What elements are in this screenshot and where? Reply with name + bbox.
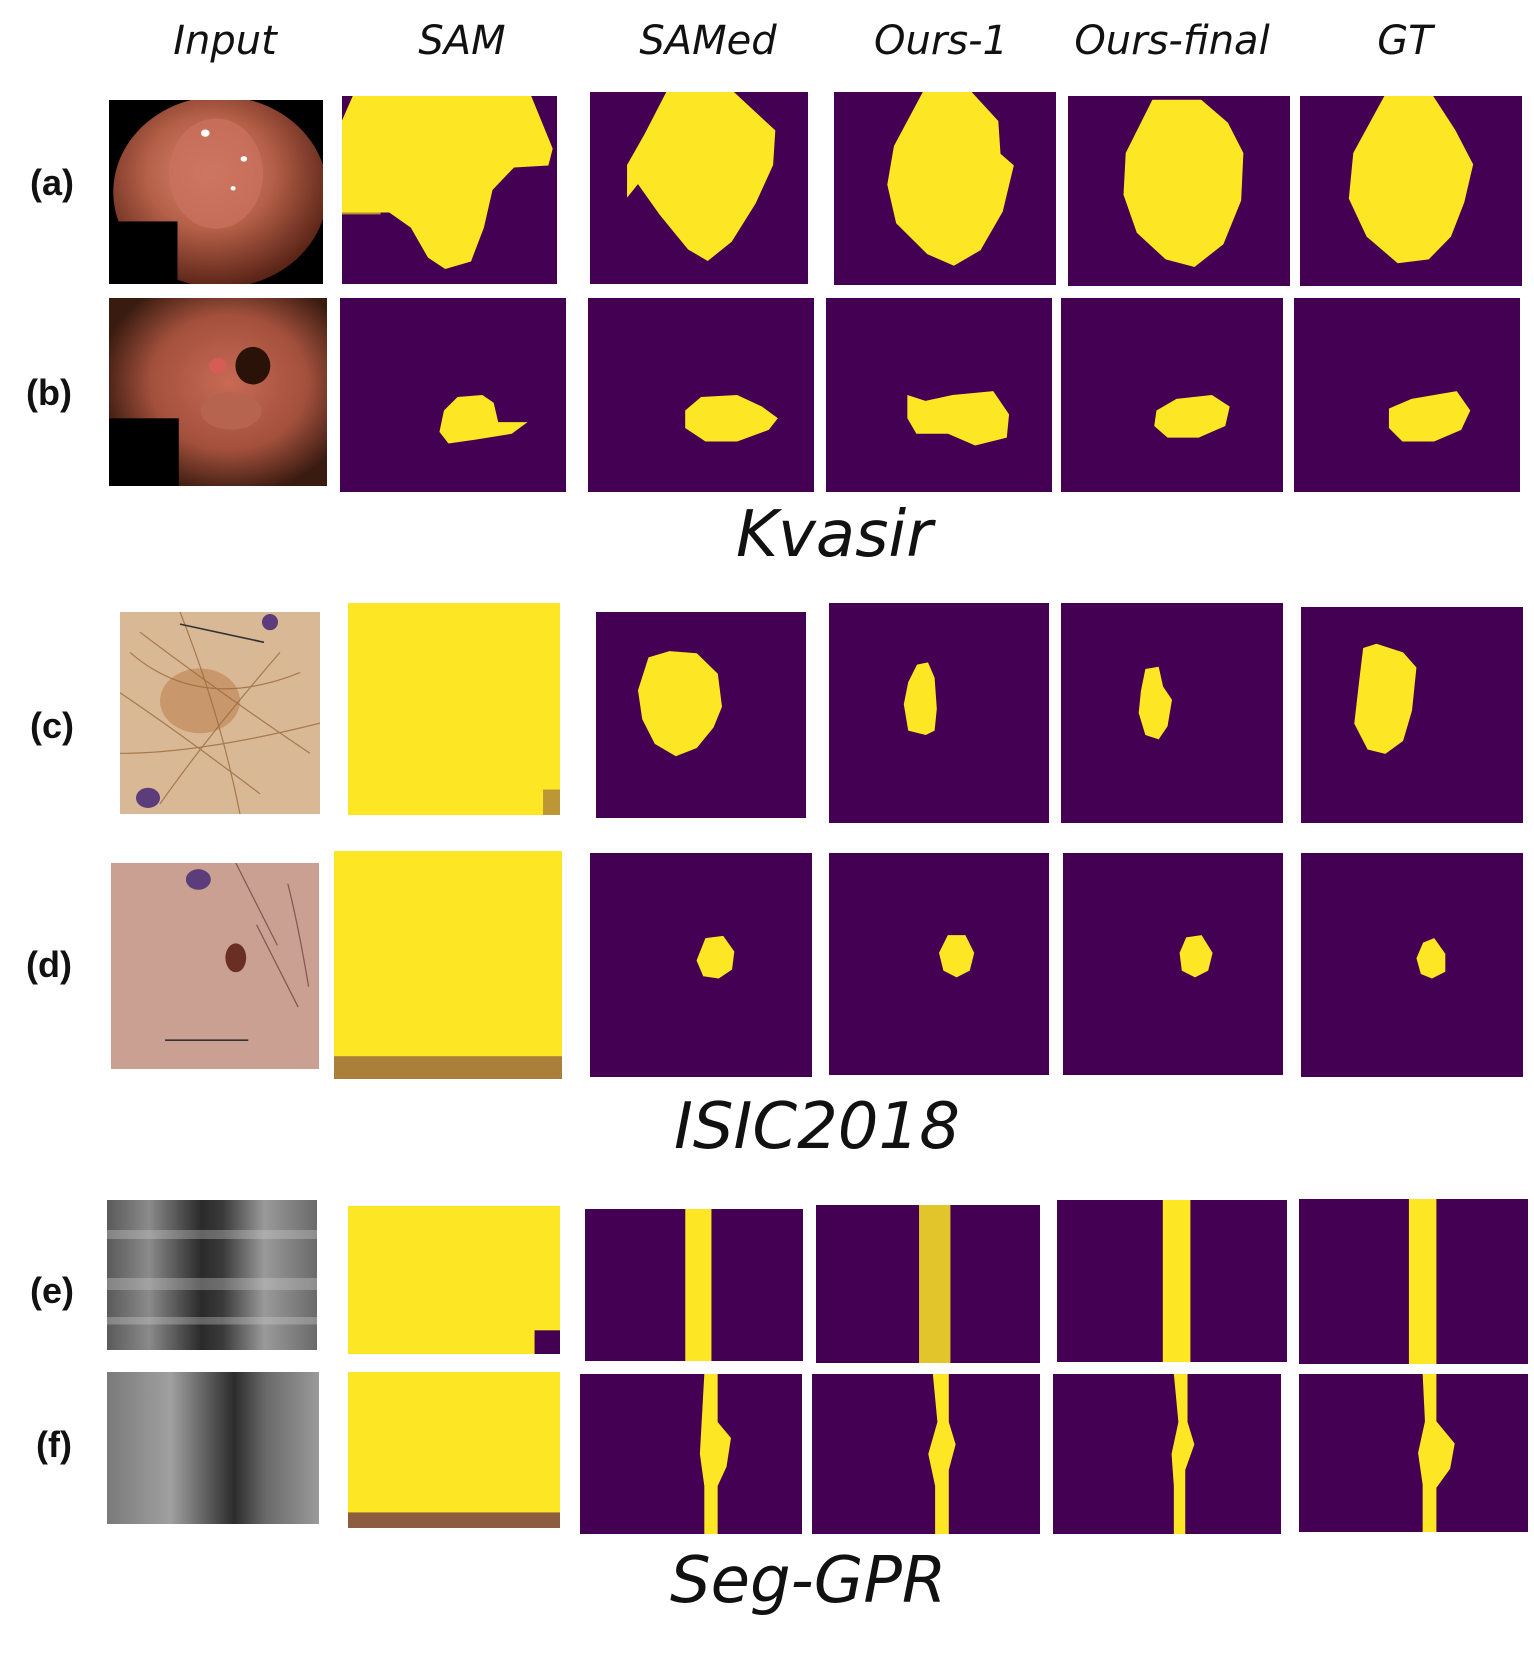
mask-gt-c xyxy=(1301,607,1523,823)
input-image-f xyxy=(107,1372,319,1524)
mask-gt-e xyxy=(1299,1199,1528,1364)
mask-sam-c xyxy=(348,603,560,815)
row-label-c: (c) xyxy=(30,705,74,746)
mask-sam-b xyxy=(340,298,566,492)
mask-ours-final-e xyxy=(1057,1200,1287,1362)
mask-samed-e xyxy=(585,1209,803,1361)
input-image-d xyxy=(111,863,319,1069)
row-label-b: (b) xyxy=(26,372,72,413)
dataset-label-kvasir: Kvasir xyxy=(736,498,933,572)
input-image-b xyxy=(109,298,327,486)
column-header-input: Input xyxy=(173,18,277,64)
dataset-label-seg-gpr: Seg-GPR xyxy=(670,1544,947,1618)
mask-gt-b xyxy=(1294,298,1520,492)
mask-samed-c xyxy=(596,612,806,818)
mask-ours-1-d xyxy=(829,853,1049,1075)
mask-sam-e xyxy=(348,1206,560,1354)
mask-ours-1-a xyxy=(834,92,1056,285)
column-header-ours-final: Ours-final xyxy=(1074,18,1270,64)
input-image-e xyxy=(107,1200,317,1350)
mask-ours-final-d xyxy=(1063,853,1283,1075)
mask-gt-f xyxy=(1299,1374,1528,1532)
mask-ours-final-f xyxy=(1053,1374,1281,1534)
mask-samed-f xyxy=(580,1374,802,1534)
column-header-sam: SAM xyxy=(418,18,506,64)
mask-ours-final-a xyxy=(1068,96,1290,286)
row-label-a: (a) xyxy=(30,162,74,203)
mask-sam-d xyxy=(334,851,562,1079)
mask-ours-1-e xyxy=(816,1205,1040,1363)
mask-ours-1-c xyxy=(829,603,1049,823)
mask-ours-final-b xyxy=(1061,298,1283,492)
mask-ours-final-c xyxy=(1061,603,1283,823)
input-image-a xyxy=(109,100,323,284)
input-image-c xyxy=(120,612,320,814)
column-header-gt: GT xyxy=(1377,18,1433,64)
mask-samed-b xyxy=(588,298,814,492)
mask-gt-d xyxy=(1301,853,1523,1077)
row-label-d: (d) xyxy=(26,944,72,985)
column-header-ours-1: Ours-1 xyxy=(873,18,1008,64)
row-label-f: (f) xyxy=(36,1424,72,1465)
row-label-e: (e) xyxy=(30,1270,74,1311)
mask-sam-f xyxy=(348,1372,560,1528)
mask-ours-1-f xyxy=(812,1374,1040,1534)
dataset-label-isic2018: ISIC2018 xyxy=(674,1090,960,1164)
mask-samed-a xyxy=(590,92,808,284)
mask-gt-a xyxy=(1300,96,1522,286)
mask-ours-1-b xyxy=(826,298,1052,492)
mask-sam-a xyxy=(342,96,557,284)
column-header-samed: SAMed xyxy=(639,18,777,64)
mask-samed-d xyxy=(590,853,812,1077)
